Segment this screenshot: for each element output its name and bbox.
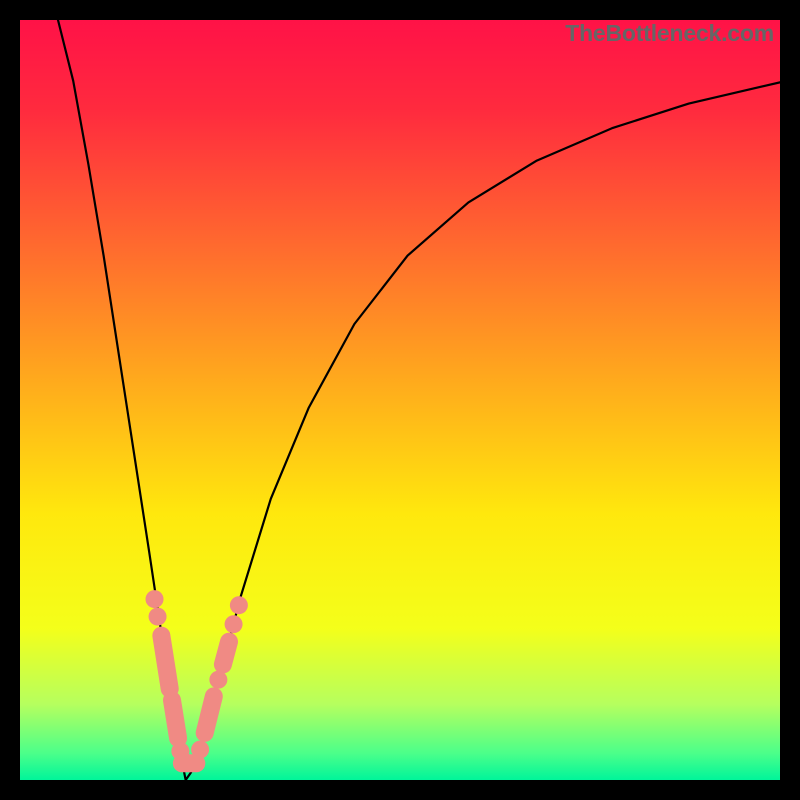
marker-dot <box>146 590 164 608</box>
marker-dot <box>230 596 248 614</box>
plot-area: TheBottleneck.com <box>20 20 780 780</box>
marker-pill <box>172 700 178 738</box>
marker-dot <box>191 741 209 759</box>
marker-dot <box>225 615 243 633</box>
watermark-text: TheBottleneck.com <box>565 20 774 47</box>
marker-pill <box>161 636 169 689</box>
curve-overlay <box>20 20 780 780</box>
marker-pill <box>205 696 214 732</box>
chart-frame: TheBottleneck.com <box>0 0 800 800</box>
marker-dot <box>209 671 227 689</box>
marker-dot <box>149 608 167 626</box>
marker-pill <box>223 642 229 665</box>
